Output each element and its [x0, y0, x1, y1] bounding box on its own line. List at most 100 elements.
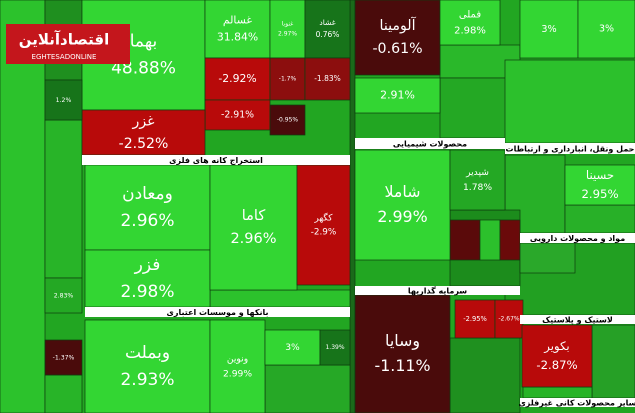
filler-tile — [479, 219, 501, 261]
filler-tile — [449, 337, 521, 413]
filler-tile — [519, 242, 576, 274]
tile-value: 2.83% — [54, 293, 74, 300]
tile — [304, 57, 351, 101]
tile-name: فزر — [134, 255, 161, 275]
tile-value: 2.93% — [120, 370, 174, 390]
group-header-bar — [82, 155, 350, 165]
tile-value: 1.78% — [463, 182, 492, 193]
group-header-bar — [355, 286, 520, 295]
tile — [84, 249, 211, 308]
filler-tile — [349, 0, 356, 413]
tile — [564, 164, 635, 206]
tile-value: -1.37% — [53, 355, 75, 362]
tile-name: حسینا — [586, 168, 614, 182]
group-header: بانکها و موسسات اعتباری — [167, 308, 269, 317]
tile-name: شپدیر — [465, 167, 489, 178]
tile — [319, 329, 351, 366]
tile-name: آلومینا — [380, 16, 417, 34]
tile-value: 2.95% — [581, 187, 618, 201]
tile-value: 1.2% — [56, 97, 72, 104]
tile — [354, 77, 441, 114]
tile — [521, 324, 593, 388]
tile — [209, 319, 266, 413]
group-header: استخراج کانه های فلزی — [169, 156, 263, 165]
tile — [354, 149, 451, 261]
logo-subtext: EGHTESADONLINE — [32, 53, 97, 61]
tile-name: بهما — [130, 31, 158, 51]
tile-value: 2.98% — [120, 282, 174, 302]
tile-value: 2.97% — [278, 30, 297, 37]
tile-name: کاما — [242, 208, 266, 224]
tile-value: 2.99% — [223, 368, 252, 379]
tile-name: کگهر — [313, 212, 333, 223]
tile — [204, 99, 271, 131]
tile-value: 3% — [285, 342, 300, 353]
filler-tile — [44, 119, 83, 279]
tile — [304, 0, 351, 59]
logo-text: اقتصادآنلاین — [19, 31, 110, 49]
filler-tile — [449, 219, 481, 261]
group-header: محصولات شیمیایی — [393, 140, 467, 149]
tile-value: -2.52% — [119, 136, 169, 152]
filler-tile — [522, 386, 593, 399]
group-header-bar — [520, 315, 635, 324]
group-header-bar — [520, 398, 635, 407]
tile — [519, 0, 579, 59]
tile — [84, 164, 211, 251]
group-header-bar — [85, 307, 350, 317]
tile — [296, 164, 351, 286]
tile-value: 2.98% — [454, 26, 486, 37]
filler-tile — [504, 59, 635, 144]
tile-value: -2.67% — [498, 316, 520, 323]
tile-name: ونوین — [227, 354, 248, 365]
tile — [84, 319, 211, 413]
tile — [577, 0, 635, 59]
tile — [204, 0, 271, 59]
headers: استخراج کانه های فلزی محصولات شیمیایی حمل … — [82, 138, 635, 408]
filler-tile — [44, 374, 83, 413]
tile-value: -0.61% — [372, 41, 422, 57]
tile-name: وسایا — [385, 331, 420, 351]
group-header: سرمایه گذاریها — [408, 286, 467, 296]
tile-name: غزر — [132, 113, 155, 129]
filler-tile — [499, 219, 521, 261]
filler-tile — [209, 289, 351, 308]
tile — [354, 294, 451, 413]
group-header: سایر محصولات کانی غیرفلزی — [518, 399, 635, 408]
tile — [264, 329, 321, 366]
tile-value: 0.76% — [316, 30, 340, 39]
tile-value: 2.99% — [377, 207, 427, 226]
tile-name: غشاد — [319, 18, 335, 27]
tiles: بهما48.88%غسالم31.84%غنوبا2.97%غشاد0.76%… — [44, 0, 635, 413]
tile-value: -2.92% — [218, 72, 256, 85]
tile-value: -2.87% — [536, 358, 577, 372]
tile-name: غنوبا — [282, 21, 294, 28]
tile-value: 2.96% — [120, 211, 174, 231]
tile — [209, 164, 298, 291]
tile-value: 3% — [599, 24, 614, 35]
tile-name: غسالم — [223, 13, 252, 26]
logo-box — [6, 24, 130, 64]
tile-name: ومعادن — [122, 184, 173, 204]
filler-tile — [264, 364, 351, 413]
tile — [44, 79, 83, 121]
tile-value: 1.39% — [325, 344, 344, 351]
filler-tile — [591, 324, 635, 399]
tile — [354, 0, 441, 76]
group-header-bar — [355, 138, 505, 149]
tile-name: شاملا — [384, 182, 420, 201]
filler-tile — [564, 204, 635, 234]
tile-value: 31.84% — [217, 31, 258, 44]
group-header: لاستیک و پلاستیک — [542, 316, 613, 325]
tile — [439, 0, 501, 46]
tile-value: -1.11% — [375, 356, 431, 375]
tile-name: وبملت — [125, 343, 170, 363]
tile — [269, 104, 306, 136]
tile — [81, 109, 206, 156]
tile-value: -2.95% — [463, 315, 487, 323]
group-header-bar — [505, 143, 635, 154]
tile-value: -0.95% — [277, 117, 299, 124]
tile-value: 2.91% — [380, 89, 415, 102]
